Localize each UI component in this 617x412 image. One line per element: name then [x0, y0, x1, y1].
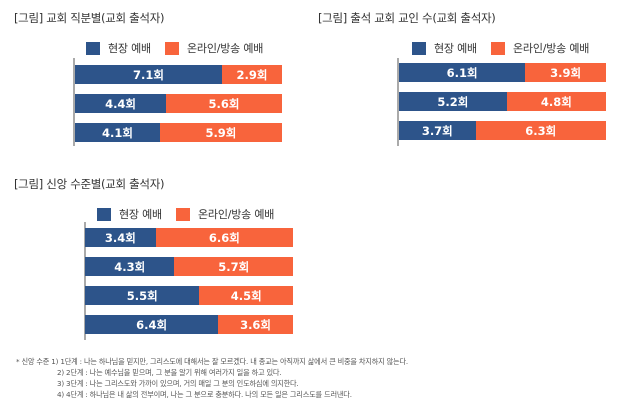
- chart-title: [그림] 신앙 수준별(교회 출석자): [14, 177, 165, 191]
- data-label: 6.6회: [208, 230, 240, 245]
- data-label: 3.6회: [240, 317, 272, 332]
- bar-segment-onsite: 4.3회: [85, 257, 175, 276]
- data-label: 5.9회: [205, 125, 237, 140]
- y-axis-line: [397, 58, 399, 146]
- data-label: 5.7회: [218, 259, 250, 274]
- data-label: 3.9회: [550, 65, 582, 80]
- bar-segment-onsite: 5.2회: [399, 92, 507, 111]
- bar-segment-onsite: 6.4회: [85, 315, 219, 334]
- data-label: 6.3회: [525, 123, 557, 138]
- legend-item-onsite: 현장 예배: [86, 40, 151, 56]
- bar-segment-onsite: 3.7회: [399, 121, 476, 140]
- bar-segment-online: 3.9회: [525, 63, 606, 82]
- y-axis-line: [73, 58, 75, 146]
- footnote-line: * 신앙 수준 1) 1단계 : 나는 하나님을 믿지만, 그리스도에 대해서는…: [16, 357, 408, 366]
- legend-swatch-online: [175, 207, 190, 221]
- chart-title: [그림] 출석 교회 교인 수(교회 출석자): [318, 11, 496, 25]
- data-label: 4.4회: [105, 96, 137, 111]
- bar-segment-onsite: 5.5회: [85, 286, 200, 305]
- bar-segment-online: 3.6회: [218, 315, 293, 334]
- data-label: 4.5회: [230, 288, 262, 303]
- bar-segment-online: 4.5회: [199, 286, 293, 305]
- bar-segment-online: 5.6회: [166, 94, 282, 113]
- data-label: 7.1회: [133, 67, 164, 82]
- bar-segment-onsite: 7.1회: [75, 65, 222, 84]
- legend-item-online: 온라인/방송 예배: [175, 206, 275, 222]
- data-label: 4.3회: [114, 259, 146, 274]
- legend-swatch-onsite: [97, 207, 111, 221]
- chart-legend: 현장 예배 온라인/방송 예배: [412, 40, 603, 56]
- legend-swatch-online: [490, 41, 505, 55]
- y-axis-line: [84, 222, 86, 340]
- data-label: 5.5회: [126, 288, 158, 303]
- bar-segment-onsite: 3.4회: [85, 228, 156, 247]
- legend-label-onsite: 현장 예배: [119, 208, 162, 221]
- bar-segment-online: 5.7회: [174, 257, 293, 276]
- data-label: 5.2회: [437, 94, 469, 109]
- bar-segment-online: 6.3회: [475, 121, 606, 140]
- footnote-line: 4) 4단계 : 하나님은 내 삶의 전부이며, 나는 그 분으로 충분하다. …: [57, 390, 352, 399]
- legend-item-online: 온라인/방송 예배: [164, 40, 264, 56]
- bar-segment-online: 6.6회: [155, 228, 293, 247]
- data-label: 5.6회: [208, 96, 240, 111]
- bar-segment-onsite: 4.1회: [75, 123, 160, 142]
- legend-item-onsite: 현장 예배: [97, 206, 162, 222]
- legend-item-online: 온라인/방송 예배: [490, 40, 590, 56]
- legend-label-online: 온라인/방송 예배: [197, 208, 275, 221]
- data-label: 6.4회: [136, 317, 168, 332]
- data-label: 3.7회: [421, 123, 453, 138]
- footnote-line: 3) 3단계 : 나는 그리스도와 가까이 있으며, 거의 매일 그 분의 인도…: [57, 379, 299, 388]
- legend-label-onsite: 현장 예배: [434, 42, 477, 55]
- chart-title: [그림] 교회 직분별(교회 출석자): [14, 11, 165, 25]
- legend-item-onsite: 현장 예배: [412, 40, 477, 56]
- data-label: 3.4회: [104, 230, 136, 245]
- bar-segment-onsite: 4.4회: [75, 94, 167, 113]
- legend-label-onsite: 현장 예배: [108, 42, 151, 55]
- bar-segment-online: 5.9회: [159, 123, 282, 142]
- data-label: 6.1회: [446, 65, 478, 80]
- bar-segment-onsite: 6.1회: [399, 63, 526, 82]
- bar-segment-online: 2.9회: [221, 65, 282, 84]
- chart-legend: 현장 예배 온라인/방송 예배: [86, 40, 277, 56]
- legend-label-online: 온라인/방송 예배: [512, 42, 590, 55]
- data-label: 2.9회: [236, 67, 268, 82]
- legend-swatch-onsite: [86, 41, 100, 55]
- footnote-line: 2) 2단계 : 나는 예수님을 믿으며, 그 분을 알기 위해 여러가지 일을…: [57, 368, 282, 377]
- legend-label-online: 온라인/방송 예배: [186, 42, 264, 55]
- data-label: 4.1회: [101, 125, 133, 140]
- legend-swatch-online: [164, 41, 179, 55]
- bar-segment-online: 4.8회: [506, 92, 606, 111]
- data-label: 4.8회: [540, 94, 572, 109]
- chart-legend: 현장 예배 온라인/방송 예배: [97, 206, 288, 222]
- legend-swatch-onsite: [412, 41, 426, 55]
